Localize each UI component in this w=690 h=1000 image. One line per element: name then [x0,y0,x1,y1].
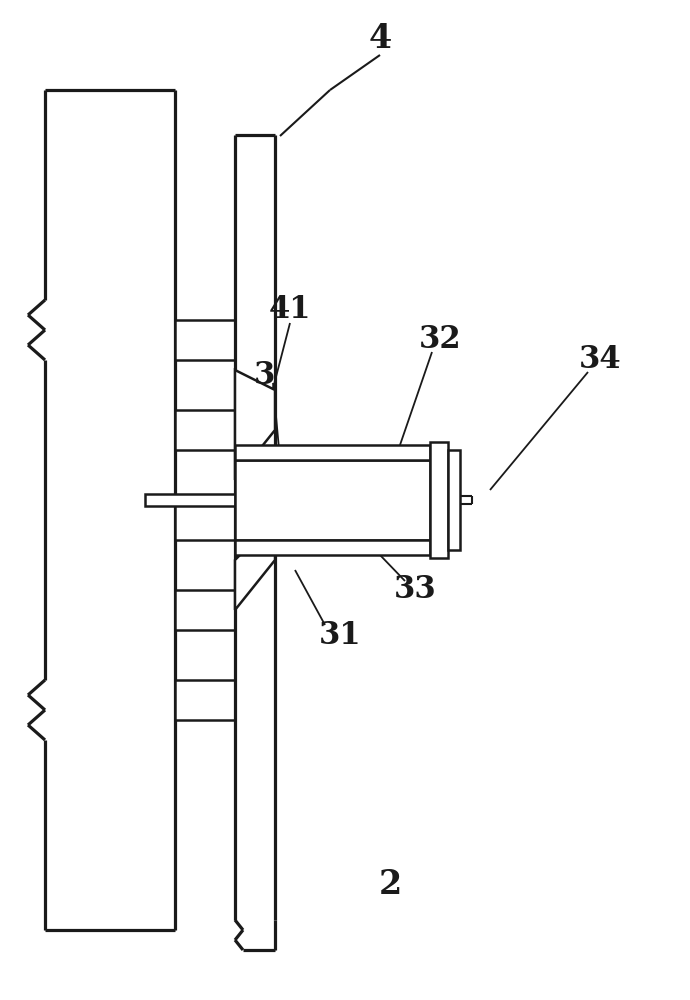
Text: 3: 3 [255,360,276,390]
Text: 4: 4 [368,21,392,54]
Bar [448,450,460,550]
Polygon shape [235,370,275,480]
Text: 2: 2 [378,868,402,902]
Text: 33: 33 [393,574,436,605]
Bar [235,445,430,460]
Text: 34: 34 [579,344,621,375]
Bar [235,540,430,555]
Bar [145,494,235,506]
Bar [175,410,235,450]
Text: 31: 31 [319,619,362,650]
Bar [430,442,448,558]
Text: 32: 32 [419,324,462,356]
Bar [175,320,235,360]
Bar [175,680,235,720]
Text: 41: 41 [269,294,311,326]
Bar [235,460,430,540]
Bar [175,500,235,540]
Bar [175,590,235,630]
Polygon shape [235,520,275,610]
